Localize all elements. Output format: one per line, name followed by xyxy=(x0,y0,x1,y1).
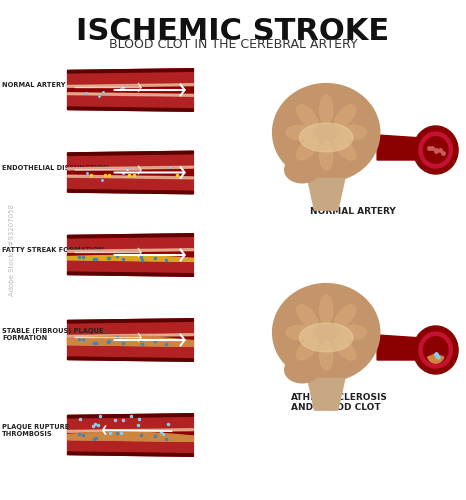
Ellipse shape xyxy=(297,138,318,160)
Circle shape xyxy=(424,337,448,363)
Polygon shape xyxy=(68,334,193,338)
Text: FATTY STREAK FORMATION: FATTY STREAK FORMATION xyxy=(2,247,104,253)
Polygon shape xyxy=(68,344,193,361)
Ellipse shape xyxy=(320,95,333,124)
Polygon shape xyxy=(377,335,452,360)
Polygon shape xyxy=(68,357,193,361)
Text: ENDOTHELIAL DISFUNCTION: ENDOTHELIAL DISFUNCTION xyxy=(2,164,109,170)
Polygon shape xyxy=(68,92,193,96)
Text: BLOOD CLOT IN THE CEREBRAL ARTERY: BLOOD CLOT IN THE CEREBRAL ARTERY xyxy=(109,38,357,51)
Polygon shape xyxy=(68,319,193,336)
Polygon shape xyxy=(68,151,193,168)
Ellipse shape xyxy=(320,295,333,324)
Polygon shape xyxy=(68,438,193,442)
Polygon shape xyxy=(68,440,193,456)
Polygon shape xyxy=(68,342,193,346)
Ellipse shape xyxy=(285,357,320,383)
Ellipse shape xyxy=(297,105,318,128)
Polygon shape xyxy=(68,336,193,346)
Ellipse shape xyxy=(273,284,380,382)
Polygon shape xyxy=(68,175,193,179)
Polygon shape xyxy=(68,272,193,276)
Ellipse shape xyxy=(335,305,356,328)
Ellipse shape xyxy=(286,126,313,140)
Ellipse shape xyxy=(320,141,333,170)
Polygon shape xyxy=(68,234,193,250)
Ellipse shape xyxy=(297,338,318,360)
Text: Adobe Stock | #93207058: Adobe Stock | #93207058 xyxy=(9,204,16,296)
Polygon shape xyxy=(68,428,193,442)
Polygon shape xyxy=(68,84,193,96)
Polygon shape xyxy=(68,166,193,179)
Text: STABLE (FIBROUS) PLAQUE
FORMATION: STABLE (FIBROUS) PLAQUE FORMATION xyxy=(2,328,104,342)
Ellipse shape xyxy=(335,138,356,160)
Polygon shape xyxy=(377,135,452,160)
Polygon shape xyxy=(68,334,193,346)
Ellipse shape xyxy=(297,305,318,328)
Circle shape xyxy=(424,137,448,163)
Circle shape xyxy=(419,332,452,368)
Polygon shape xyxy=(308,178,345,210)
Polygon shape xyxy=(68,428,193,432)
Polygon shape xyxy=(68,166,193,170)
Polygon shape xyxy=(68,151,193,156)
Polygon shape xyxy=(68,177,193,194)
Polygon shape xyxy=(68,69,193,86)
Text: NORMAL ARTERY: NORMAL ARTERY xyxy=(310,208,396,216)
Text: PLAQUE RUPTURE
THROMBOSIS: PLAQUE RUPTURE THROMBOSIS xyxy=(2,424,69,436)
Polygon shape xyxy=(68,234,193,238)
Circle shape xyxy=(419,132,452,168)
Polygon shape xyxy=(68,414,193,430)
Ellipse shape xyxy=(299,123,353,152)
Polygon shape xyxy=(68,256,193,262)
Ellipse shape xyxy=(335,338,356,360)
Polygon shape xyxy=(68,248,193,262)
Ellipse shape xyxy=(286,326,313,340)
Circle shape xyxy=(413,326,458,374)
Ellipse shape xyxy=(299,323,353,352)
Polygon shape xyxy=(68,432,193,442)
Polygon shape xyxy=(68,107,193,112)
Polygon shape xyxy=(68,69,193,73)
Polygon shape xyxy=(68,414,193,418)
Ellipse shape xyxy=(273,84,380,182)
Ellipse shape xyxy=(340,326,366,340)
Polygon shape xyxy=(68,319,193,323)
Polygon shape xyxy=(68,84,193,87)
Text: NORMAL ARTERY: NORMAL ARTERY xyxy=(2,82,66,88)
Text: ATHEROSCLEROSIS
AND BLOOD CLOT: ATHEROSCLEROSIS AND BLOOD CLOT xyxy=(291,392,388,412)
Polygon shape xyxy=(68,452,193,456)
Polygon shape xyxy=(68,94,193,112)
Wedge shape xyxy=(428,354,444,363)
Polygon shape xyxy=(68,258,193,262)
Polygon shape xyxy=(68,248,193,252)
Ellipse shape xyxy=(340,126,366,140)
Polygon shape xyxy=(68,190,193,194)
Ellipse shape xyxy=(285,157,320,183)
Polygon shape xyxy=(308,378,345,410)
Ellipse shape xyxy=(335,105,356,128)
Text: ISCHEMIC STROKE: ISCHEMIC STROKE xyxy=(76,18,390,46)
Ellipse shape xyxy=(320,341,333,370)
Polygon shape xyxy=(68,260,193,276)
Circle shape xyxy=(413,126,458,174)
